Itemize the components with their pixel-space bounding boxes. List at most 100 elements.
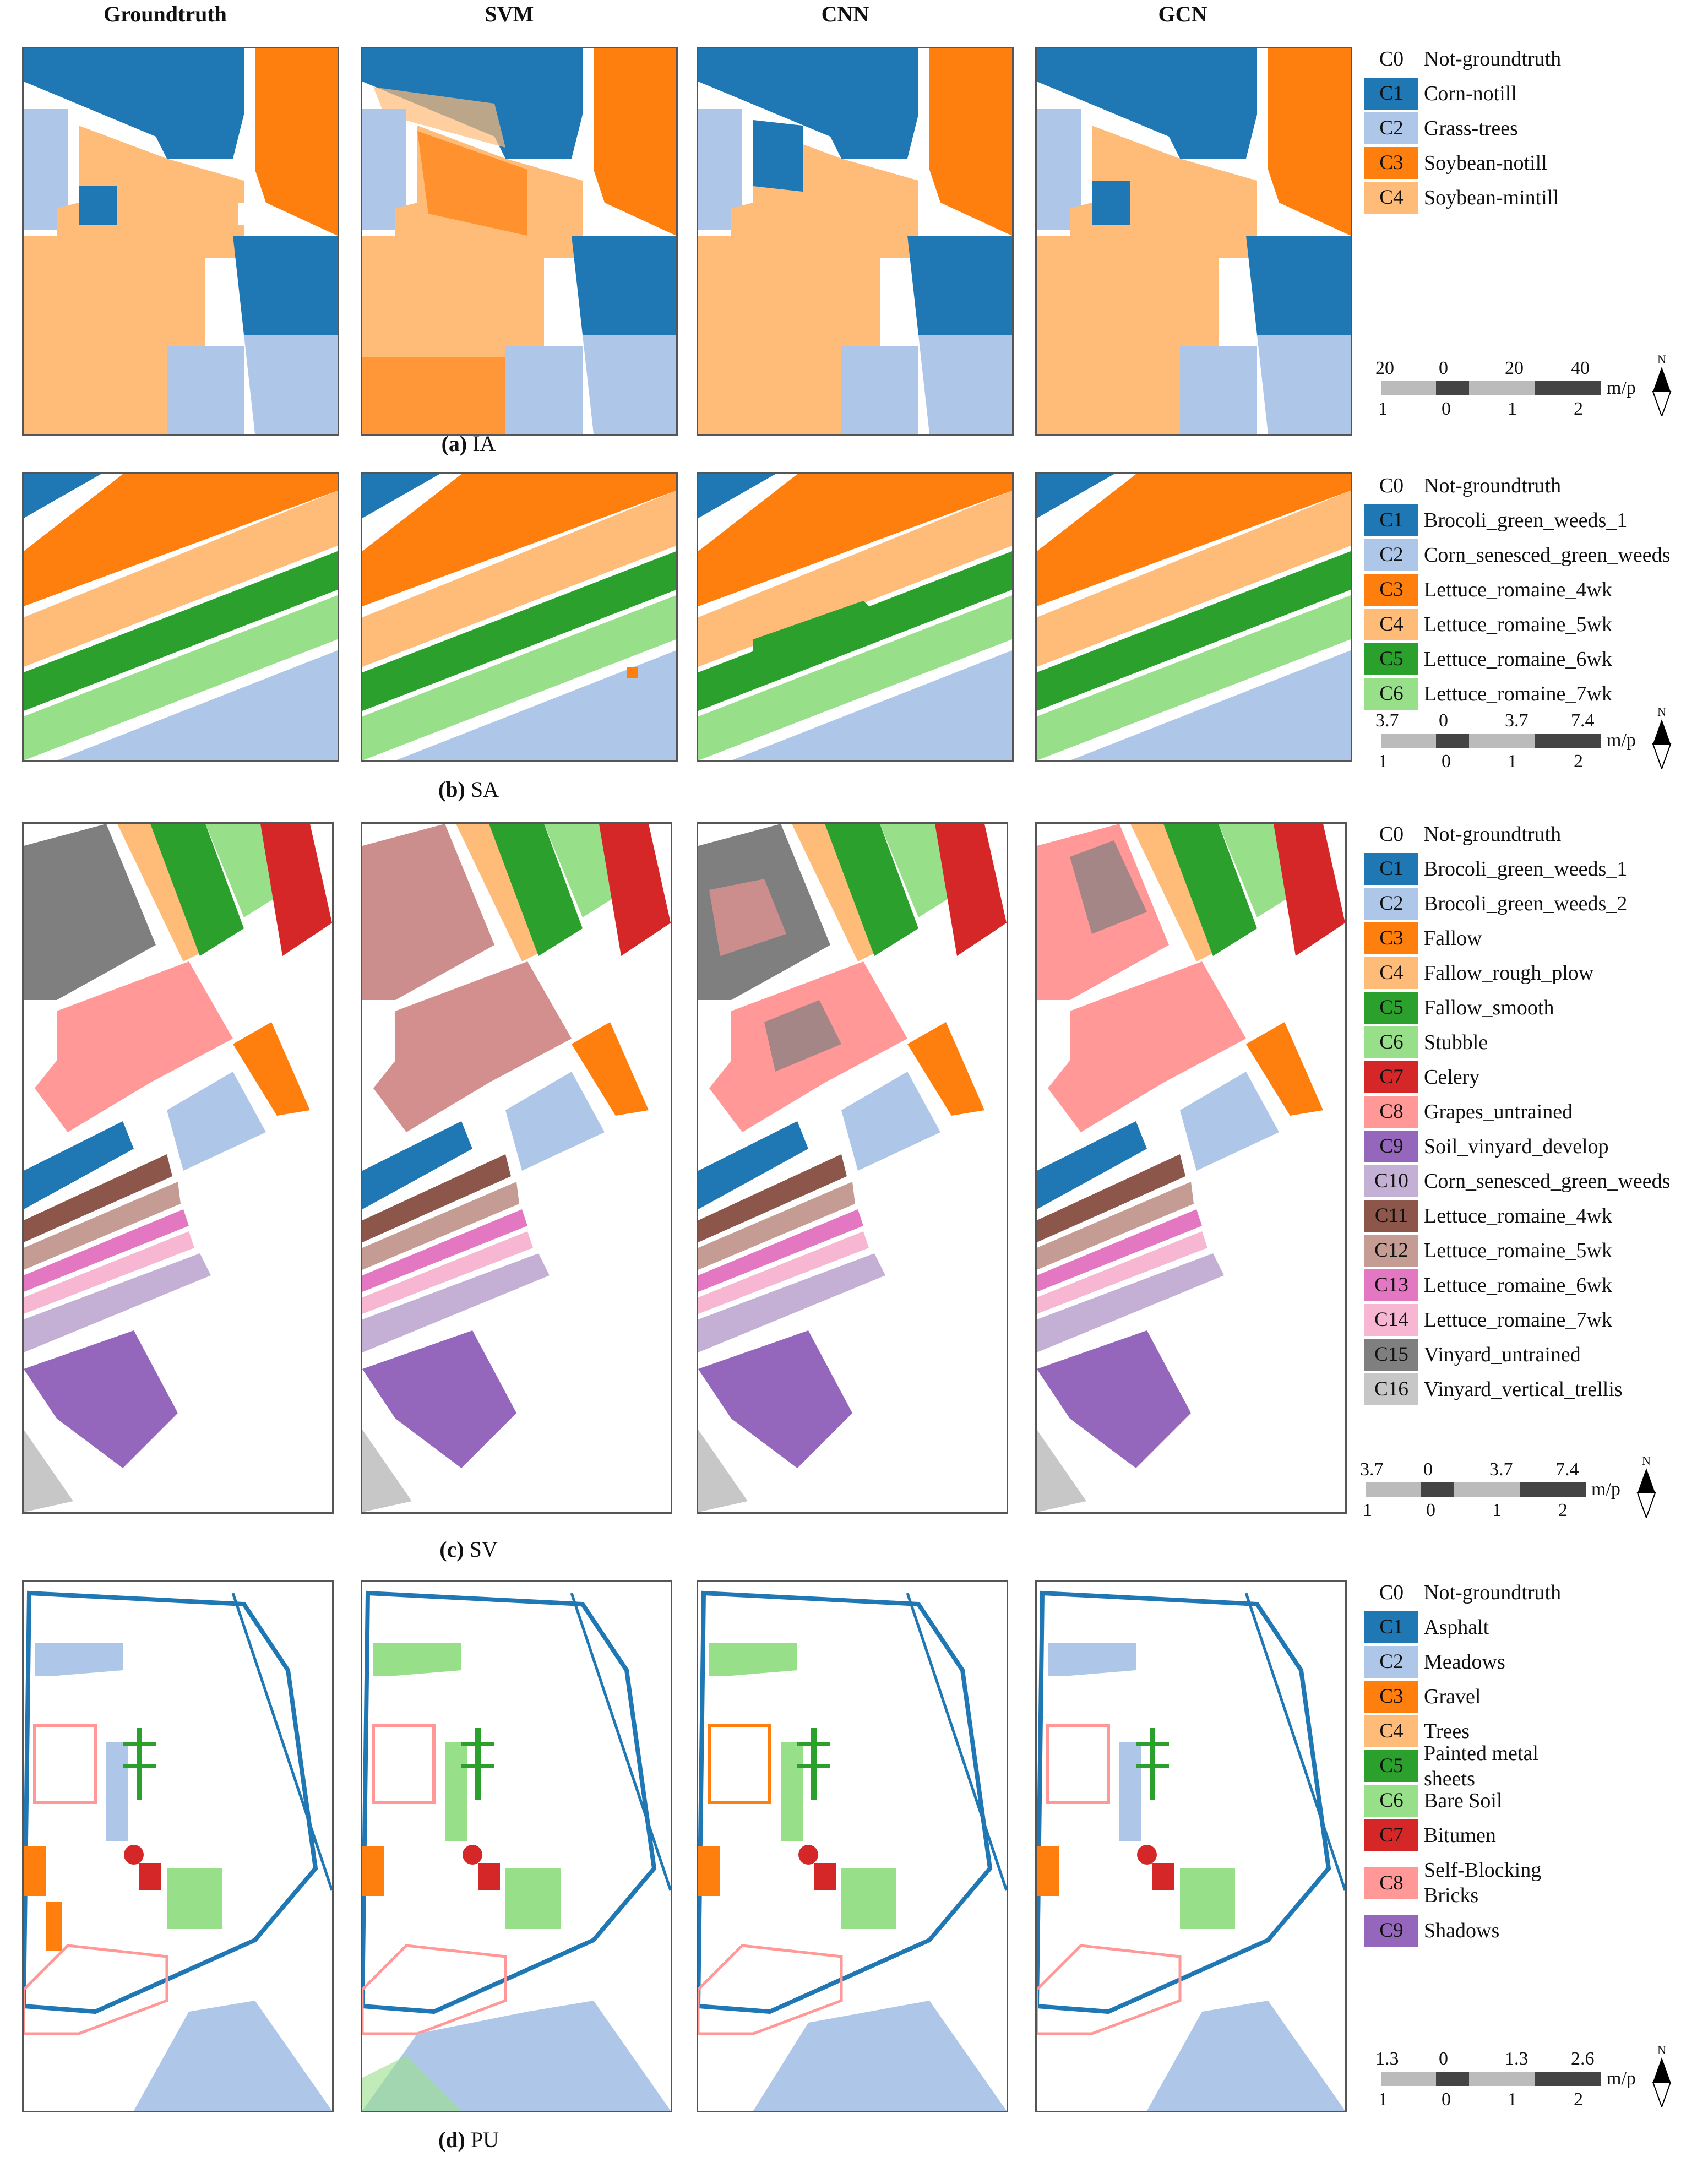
legend-entry: C1 Asphalt [1364, 1610, 1567, 1644]
scale-bottom-label: 0 [1442, 751, 1451, 772]
sv-caption: (c) SV [439, 1537, 498, 1562]
scale-top-label: 3.7 [1375, 710, 1399, 731]
north-label: N [1657, 705, 1666, 719]
scale-unit: m/p [1607, 2068, 1636, 2089]
scale-unit: m/p [1607, 378, 1636, 398]
scale-bottom-label: 1 [1378, 399, 1388, 419]
ia-legend: C0 Not-groundtruth C1 Corn-notill C2 Grass-tr… [1364, 41, 1561, 215]
legend-entry: C3 Lettuce_romaine_4wk [1364, 572, 1670, 607]
legend-label: Fallow [1424, 926, 1482, 950]
column-title-cnn: CNN [821, 2, 869, 26]
scale-top-label: 7.4 [1555, 1459, 1579, 1480]
scale-segment [1381, 734, 1436, 748]
legend-swatch: C5 [1364, 1750, 1418, 1782]
legend-swatch: C16 [1364, 1373, 1418, 1405]
legend-swatch: C3 [1364, 573, 1418, 606]
pu-svm-map [361, 1580, 672, 2112]
sv-scalebar: 3.7 0 3.7 7.4 m/p 1 0 1 2 N [1349, 1454, 1656, 1531]
ia-scalebar: 20 0 20 40 m/p 1 0 1 2 N [1364, 352, 1672, 430]
legend-label: Vinyard_vertical_trellis [1424, 1377, 1623, 1401]
legend-swatch: C13 [1364, 1269, 1418, 1301]
legend-entry: C6 Bare Soil [1364, 1783, 1567, 1818]
scale-top-label: 3.7 [1489, 1459, 1513, 1480]
scale-top-label: 1.3 [1505, 2049, 1529, 2069]
legend-label: Meadows [1424, 1650, 1505, 1674]
scale-bottom-label: 2 [1574, 751, 1583, 772]
legend-swatch: C4 [1364, 608, 1418, 640]
scale-top-label: 0 [1439, 710, 1448, 731]
legend-swatch: C6 [1364, 1026, 1418, 1058]
scale-segment [1520, 1482, 1586, 1497]
legend-entry: C1 Brocoli_green_weeds_1 [1364, 503, 1670, 537]
legend-label: Lettuce_romaine_4wk [1424, 578, 1612, 601]
scale-top-label: 20 [1375, 358, 1394, 378]
ia-groundtruth-map [22, 47, 339, 436]
legend-swatch: C4 [1364, 1715, 1418, 1747]
scale-top-label: 20 [1505, 358, 1524, 378]
legend-entry: C0 Not-groundtruth [1364, 817, 1670, 851]
scale-segment [1381, 2072, 1436, 2086]
legend-entry: C7 Celery [1364, 1060, 1670, 1094]
legend-entry: C8 Self-Blocking Bricks [1364, 1853, 1567, 1913]
pu-caption: (d) PU [438, 2127, 499, 2152]
north-arrow-icon: N [1651, 705, 1673, 772]
legend-swatch: C7 [1364, 1061, 1418, 1093]
legend-label: Trees [1424, 1719, 1470, 1743]
sv-cnn-map [697, 822, 1008, 1514]
legend-entry: C3 Soybean-notill [1364, 145, 1561, 180]
ia-svm-map [361, 47, 678, 436]
legend-entry: C0 Not-groundtruth [1364, 41, 1561, 76]
legend-entry: C15 Vinyard_untrained [1364, 1337, 1670, 1372]
scale-segment [1535, 734, 1601, 748]
scale-segment [1535, 2072, 1601, 2086]
legend-entry: C2 Brocoli_green_weeds_2 [1364, 886, 1670, 921]
legend-label: Celery [1424, 1065, 1480, 1089]
legend-label: Lettuce_romaine_4wk [1424, 1204, 1612, 1227]
legend-entry: C0 Not-groundtruth [1364, 468, 1670, 503]
scale-top-label: 3.7 [1505, 710, 1529, 731]
legend-swatch: C0 [1379, 474, 1404, 497]
north-arrow-icon: N [1651, 352, 1673, 420]
legend-swatch: C1 [1364, 504, 1418, 536]
legend-entry: C5 Fallow_smooth [1364, 990, 1670, 1025]
scale-top-label: 0 [1439, 358, 1448, 378]
ia-cnn-map [697, 47, 1014, 436]
legend-swatch: C9 [1364, 1130, 1418, 1162]
legend-entry: C9 Shadows [1364, 1913, 1567, 1948]
legend-swatch: C14 [1364, 1303, 1418, 1336]
legend-entry: C3 Gravel [1364, 1679, 1567, 1714]
legend-entry: C11 Lettuce_romaine_4wk [1364, 1198, 1670, 1233]
legend-swatch: C0 [1379, 47, 1404, 70]
scale-top-label: 3.7 [1360, 1459, 1384, 1480]
north-label: N [1657, 2043, 1666, 2057]
sa-gcn-map [1035, 472, 1352, 762]
legend-swatch: C2 [1364, 539, 1418, 571]
legend-swatch: C9 [1364, 1914, 1418, 1947]
column-title-gcn: GCN [1158, 2, 1207, 26]
pu-groundtruth-map [22, 1580, 334, 2112]
sv-groundtruth-map [22, 822, 334, 1514]
legend-entry: C1 Corn-notill [1364, 76, 1561, 111]
scale-bottom-label: 0 [1426, 1500, 1435, 1520]
scale-top-label: 0 [1439, 2049, 1448, 2069]
legend-entry: C3 Fallow [1364, 921, 1670, 955]
legend-label: Painted metal sheets [1424, 1741, 1538, 1790]
legend-entry: C2 Corn_senesced_green_weeds [1364, 537, 1670, 572]
north-arrow-icon: N [1651, 2043, 1673, 2110]
ia-gcn-map [1035, 47, 1352, 436]
sv-legend: C0 Not-groundtruth C1 Brocoli_green_weeds_1… [1364, 817, 1670, 1406]
legend-label: Soybean-notill [1424, 151, 1547, 175]
legend-entry: C1 Brocoli_green_weeds_1 [1364, 851, 1670, 886]
legend-label: Fallow_smooth [1424, 996, 1554, 1019]
legend-entry: C4 Trees [1364, 1714, 1567, 1748]
legend-label: Not-groundtruth [1424, 822, 1562, 846]
legend-label: Vinyard_untrained [1424, 1343, 1581, 1366]
legend-label: Fallow_rough_plow [1424, 961, 1594, 985]
scale-segment [1366, 1482, 1421, 1497]
sa-svm-map [361, 472, 678, 762]
legend-swatch: C0 [1379, 822, 1404, 846]
legend-entry: C7 Bitumen [1364, 1818, 1567, 1853]
scale-top-label: 40 [1571, 358, 1590, 378]
pu-legend: C0 Not-groundtruth C1 Asphalt C2 Meadows C3 Gra… [1364, 1575, 1567, 1948]
legend-swatch: C15 [1364, 1338, 1418, 1371]
